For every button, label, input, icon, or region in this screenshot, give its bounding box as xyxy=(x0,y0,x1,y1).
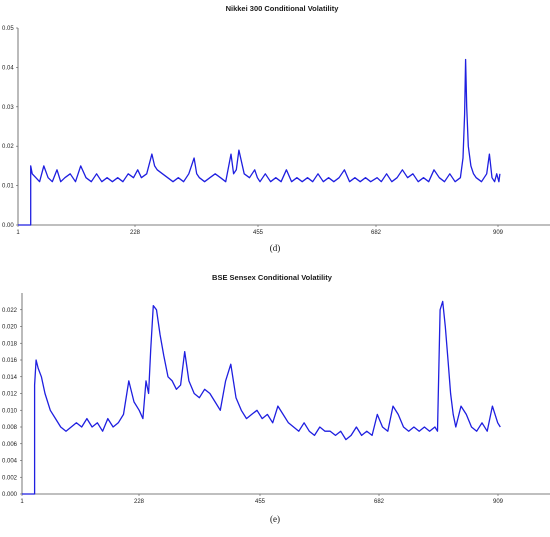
y-tick-label: 0.002 xyxy=(2,475,18,481)
y-tick-label: 0.018 xyxy=(2,341,18,347)
y-tick-label: 0.02 xyxy=(2,144,14,150)
volatility-series-line xyxy=(18,58,501,226)
y-tick-label: 0.006 xyxy=(2,442,18,448)
y-tick-label: 0.05 xyxy=(2,26,14,32)
y-tick-label: 0.010 xyxy=(2,408,18,414)
y-tick-label: 0.000 xyxy=(2,492,18,498)
y-tick-label: 0.014 xyxy=(2,375,18,381)
x-tick-label: 228 xyxy=(130,230,141,236)
x-axis-ticks: 1 228 455 682 909 xyxy=(20,494,504,505)
y-tick-label: 0.020 xyxy=(2,325,18,331)
y-tick-label: 0.012 xyxy=(2,392,18,398)
x-tick-label: 455 xyxy=(255,499,266,505)
y-tick-label: 0.022 xyxy=(2,308,18,314)
x-tick-label: 455 xyxy=(253,230,264,236)
chart-title: Nikkei 300 Conditional Volatility xyxy=(226,4,340,13)
chart-title: BSE Sensex Conditional Volatility xyxy=(212,273,333,282)
y-tick-label: 0.03 xyxy=(2,105,14,111)
x-tick-label: 682 xyxy=(371,230,382,236)
y-tick-label: 0.00 xyxy=(2,223,14,229)
y-tick-label: 0.016 xyxy=(2,358,18,364)
x-axis-ticks: 1 228 455 682 909 xyxy=(16,225,504,236)
y-tick-label: 0.04 xyxy=(2,65,14,71)
x-tick-label: 909 xyxy=(493,499,504,505)
panel-label: (e) xyxy=(270,514,280,524)
chart-bse-sensex: BSE Sensex Conditional Volatility 0.0000… xyxy=(2,273,550,524)
x-tick-label: 682 xyxy=(374,499,385,505)
y-tick-label: 0.004 xyxy=(2,459,18,465)
x-tick-label: 1 xyxy=(16,230,20,236)
x-tick-label: 909 xyxy=(493,230,504,236)
volatility-series-line xyxy=(22,300,501,495)
y-axis-ticks: 0.000 0.002 0.004 0.006 0.008 0.010 0.012 0.014… xyxy=(2,308,22,498)
y-tick-label: 0.01 xyxy=(2,184,14,190)
chart-nikkei-300: Nikkei 300 Conditional Volatility 0.000.… xyxy=(2,4,550,253)
y-axis-ticks: 0.00 0.01 0.02 0.03 0.04 0.05 xyxy=(2,26,18,229)
x-tick-label: 1 xyxy=(20,499,24,505)
y-tick-label: 0.008 xyxy=(2,425,18,431)
x-tick-label: 228 xyxy=(134,499,145,505)
panel-label: (d) xyxy=(270,243,281,253)
